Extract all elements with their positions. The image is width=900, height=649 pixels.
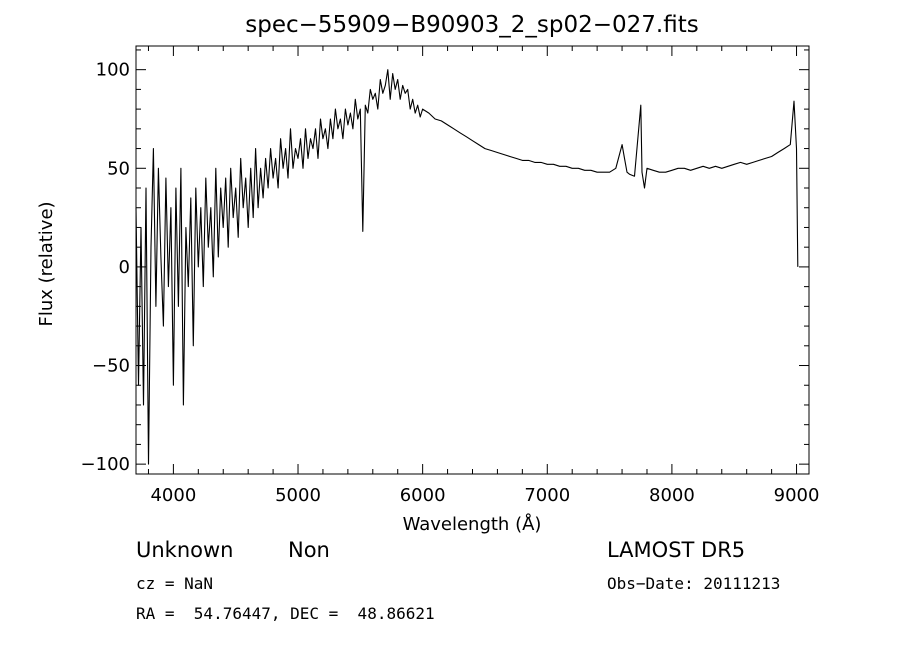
redshift-cz: cz = NaN xyxy=(136,574,214,593)
y-tick-label: 50 xyxy=(107,158,130,179)
x-tick-label: 7000 xyxy=(524,485,570,506)
x-tick-label: 5000 xyxy=(275,485,321,506)
x-tick-label: 8000 xyxy=(649,485,695,506)
y-tick-label: 100 xyxy=(96,60,130,81)
y-tick-label: −50 xyxy=(92,356,130,377)
observation-date: Obs−Date: 20111213 xyxy=(607,574,781,593)
x-tick-label: 9000 xyxy=(774,485,820,506)
spectrum-line xyxy=(135,69,799,465)
object-class: Unknown xyxy=(136,538,234,562)
survey-name: LAMOST DR5 xyxy=(607,538,746,562)
x-tick-label: 6000 xyxy=(400,485,446,506)
x-axis-label: Wavelength (Å) xyxy=(403,513,542,535)
axis-ticks xyxy=(136,46,809,474)
object-subclass: Non xyxy=(288,538,330,562)
y-axis-label: Flux (relative) xyxy=(36,201,57,326)
chart-title: spec−55909−B90903_2_sp02−027.fits xyxy=(245,12,699,38)
x-tick-label: 4000 xyxy=(150,485,196,506)
y-tick-label: 0 xyxy=(119,257,130,278)
y-tick-label: −100 xyxy=(81,454,130,475)
ra-dec-coordinates: RA = 54.76447, DEC = 48.86621 xyxy=(136,604,435,623)
plot-frame xyxy=(135,45,810,475)
tick-labels: 4000 5000 6000 7000 8000 9000 −100 −50 0 50 100 xyxy=(81,60,820,506)
